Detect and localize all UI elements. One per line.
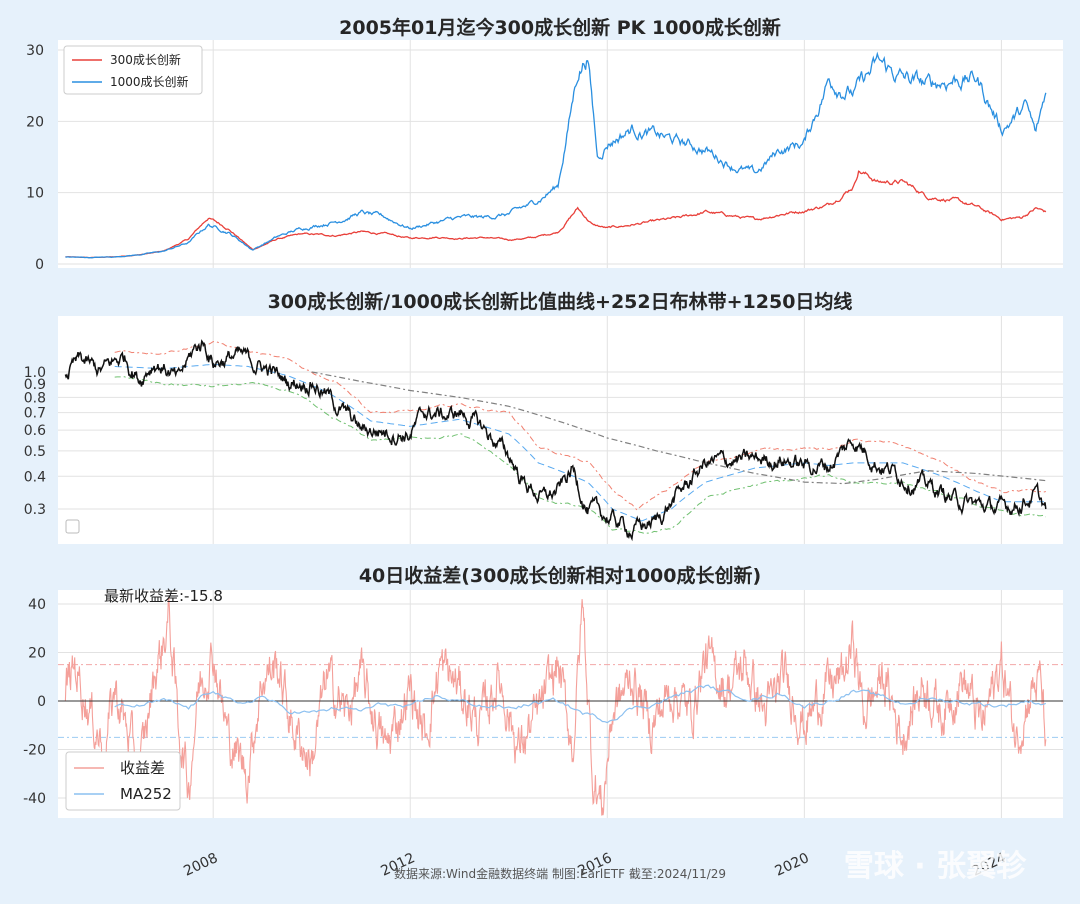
chart-title-3: 40日收益差(300成长创新相对1000成长创新)	[359, 564, 761, 587]
legend-box-2	[65, 519, 80, 534]
p2-series-band_mid	[114, 363, 1046, 522]
panel-3-background	[58, 590, 1063, 818]
p2-y-tick-0.3: 0.3	[24, 502, 46, 518]
p1-series-1	[65, 51, 1047, 259]
p2-y-tick-0.4: 0.4	[24, 469, 46, 485]
panel-2: 0.3 0.4 0.5 0.60.70.80.91.0	[24, 316, 1063, 544]
p1-y-tick-30: 30	[26, 43, 44, 59]
p1-series-0	[65, 170, 1047, 259]
legend-label-1000: 1000成长创新	[110, 74, 189, 89]
p2-y-tick-1: 1.0	[24, 365, 46, 381]
chart-title-1: 2005年01月迄今300成长创新 PK 1000成长创新	[339, 16, 781, 39]
p3-series-ma252	[114, 684, 1047, 724]
p2-series-band_upper	[114, 340, 1046, 511]
p2-series-ma1250	[311, 371, 1046, 485]
legend-label-diff: 收益差	[120, 759, 165, 777]
p3-y-tick--40: -40	[23, 791, 46, 807]
x-tick-label-2020: 2020	[773, 850, 812, 880]
latest-diff-annotation: 最新收益差:-15.8	[104, 587, 223, 605]
p2-y-tick-0.9: 0.9	[24, 377, 46, 393]
p3-y-tick-40: 40	[28, 597, 46, 613]
source-note: 数据来源:Wind金融数据终端 制图:EarlETF 截至:2024/11/29	[394, 866, 726, 881]
p1-y-tick-0: 0	[35, 257, 44, 273]
p3-y-tick-20: 20	[28, 646, 46, 662]
panel-1: 0 10 20 30	[26, 40, 1063, 273]
p1-y-tick-10: 10	[26, 186, 44, 202]
p3-y-tick--20: -20	[23, 743, 46, 759]
p2-y-tick-0.6: 0.6	[24, 423, 46, 439]
legend-label-300: 300成长创新	[110, 52, 181, 67]
legend-panel-1: 300成长创新 1000成长创新	[63, 45, 203, 95]
p2-y-tick-0.5: 0.5	[24, 444, 46, 460]
p2-series-band_lower	[114, 376, 1047, 534]
p3-series-diff	[64, 597, 1047, 816]
watermark: 雪球 · 张翼轸	[844, 849, 1027, 884]
x-tick-label-2008: 2008	[181, 850, 220, 880]
legend-panel-3: 收益差 MA252	[65, 751, 181, 811]
p2-y-tick-0.7: 0.7	[24, 406, 46, 422]
panel-1-background	[58, 40, 1063, 268]
p2-series-ratio	[64, 339, 1047, 542]
p1-y-tick-20: 20	[26, 114, 44, 130]
legend-label-ma252: MA252	[120, 785, 172, 803]
legend-box-3	[65, 751, 181, 811]
p2-y-tick-0.8: 0.8	[24, 390, 46, 406]
p3-y-tick-0: 0	[37, 694, 46, 710]
chart-title-2: 300成长创新/1000成长创新比值曲线+252日布林带+1250日均线	[268, 290, 853, 313]
